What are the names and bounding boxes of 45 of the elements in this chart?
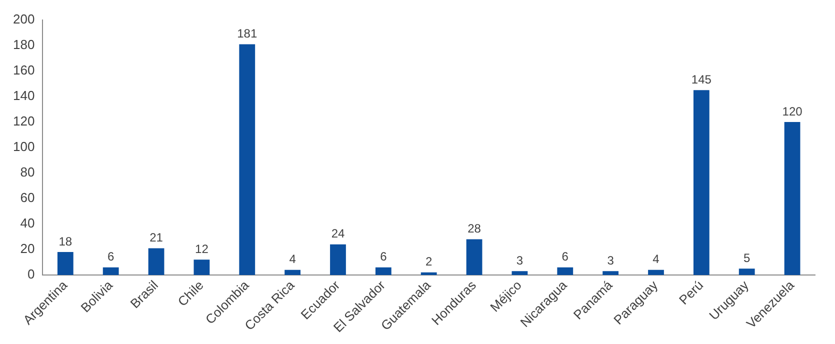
data-label: 2 [426, 254, 432, 269]
bar [648, 270, 664, 275]
data-label: 24 [331, 226, 345, 241]
bar [375, 267, 392, 275]
y-tick-label: 20 [20, 241, 35, 256]
bar [284, 270, 301, 275]
y-tick-label: 100 [12, 139, 35, 154]
data-label: 12 [195, 242, 209, 256]
data-label: 181 [237, 26, 258, 41]
bar [239, 44, 256, 275]
data-label: 6 [380, 250, 388, 264]
data-label: 6 [107, 250, 114, 264]
data-label: 5 [744, 250, 751, 265]
data-label: 120 [782, 104, 803, 118]
bar [148, 248, 164, 275]
bar [194, 260, 210, 275]
data-label: 28 [468, 222, 482, 236]
bar [557, 267, 574, 275]
data-label: 18 [58, 234, 72, 248]
bar [693, 90, 710, 275]
data-label: 4 [652, 252, 660, 266]
y-tick-label: 200 [12, 12, 35, 27]
data-label: 3 [607, 253, 614, 268]
bar [784, 122, 800, 275]
y-tick-label: 180 [12, 37, 35, 52]
bar [57, 252, 74, 275]
data-label: 6 [562, 250, 569, 264]
y-tick-label: 120 [12, 114, 35, 129]
y-tick-label: 60 [20, 190, 35, 206]
data-label: 145 [691, 72, 712, 86]
bar [330, 244, 346, 275]
y-tick-label: 140 [12, 88, 35, 104]
data-label: 21 [150, 230, 164, 245]
y-tick-label: 0 [27, 266, 35, 282]
bar [102, 267, 119, 275]
data-label: 3 [516, 253, 524, 268]
bar [512, 271, 528, 275]
data-label: 4 [289, 252, 296, 266]
bar [602, 271, 619, 275]
y-tick-label: 80 [20, 164, 35, 180]
y-tick-label: 40 [20, 216, 35, 231]
y-tick-label: 160 [12, 62, 35, 78]
bar [420, 272, 437, 275]
bar [466, 239, 482, 275]
bar [738, 268, 755, 275]
